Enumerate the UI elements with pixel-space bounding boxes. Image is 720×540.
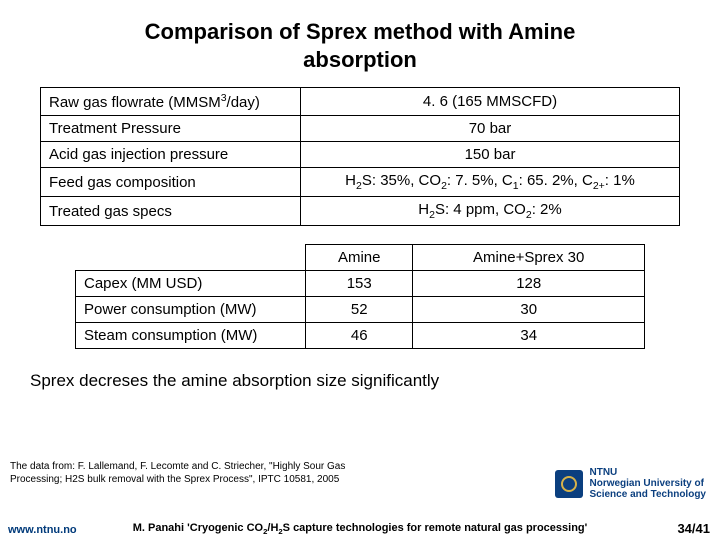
metric-amine: 153: [306, 271, 413, 297]
logo-text: NTNU Norwegian University of Science and…: [589, 467, 706, 500]
logo-line-3: Science and Technology: [589, 489, 706, 500]
metric-amine: 46: [306, 323, 413, 349]
param-label: Acid gas injection pressure: [41, 142, 301, 168]
metric-label: Steam consumption (MW): [76, 323, 306, 349]
title-line-2: absorption: [303, 47, 417, 72]
param-label: Treated gas specs: [41, 197, 301, 226]
comparison-table: Amine Amine+Sprex 30 Capex (MM USD)15312…: [75, 244, 645, 349]
param-value: 70 bar: [301, 116, 680, 142]
logo-emblem: [555, 470, 583, 498]
metric-amine-sprex: 34: [413, 323, 645, 349]
slide: Comparison of Sprex method with Amine ab…: [0, 0, 720, 540]
param-label: Raw gas flowrate (MMSM3/day): [41, 88, 301, 116]
logo-line-2: Norwegian University of: [589, 478, 703, 489]
param-value: 150 bar: [301, 142, 680, 168]
param-value: H2S: 35%, CO2: 7. 5%, C1: 65. 2%, C2+: 1…: [301, 168, 680, 197]
page-number: 34/41: [677, 521, 710, 536]
logo-line-1: NTNU: [589, 467, 617, 478]
metric-amine-sprex: 30: [413, 297, 645, 323]
col-header-amine: Amine: [306, 245, 413, 271]
metric-amine: 52: [306, 297, 413, 323]
col-header-amine-sprex: Amine+Sprex 30: [413, 245, 645, 271]
param-label: Treatment Pressure: [41, 116, 301, 142]
ntnu-logo: NTNU Norwegian University of Science and…: [555, 467, 706, 500]
param-label: Feed gas composition: [41, 168, 301, 197]
slide-title: Comparison of Sprex method with Amine ab…: [28, 18, 692, 73]
param-value: 4. 6 (165 MMSCFD): [301, 88, 680, 116]
metric-label: Power consumption (MW): [76, 297, 306, 323]
data-source: The data from: F. Lallemand, F. Lecomte …: [10, 460, 370, 486]
footer: www.ntnu.no M. Panahi 'Cryogenic CO2/H2S…: [0, 518, 720, 540]
title-line-1: Comparison of Sprex method with Amine: [145, 19, 576, 44]
metric-label: Capex (MM USD): [76, 271, 306, 297]
param-value: H2S: 4 ppm, CO2: 2%: [301, 197, 680, 226]
parameters-table: Raw gas flowrate (MMSM3/day)4. 6 (165 MM…: [40, 87, 680, 226]
blank-cell: [76, 245, 306, 271]
conclusion-note: Sprex decreses the amine absorption size…: [30, 371, 692, 391]
footer-citation: M. Panahi 'Cryogenic CO2/H2S capture tec…: [0, 522, 720, 536]
metric-amine-sprex: 128: [413, 271, 645, 297]
